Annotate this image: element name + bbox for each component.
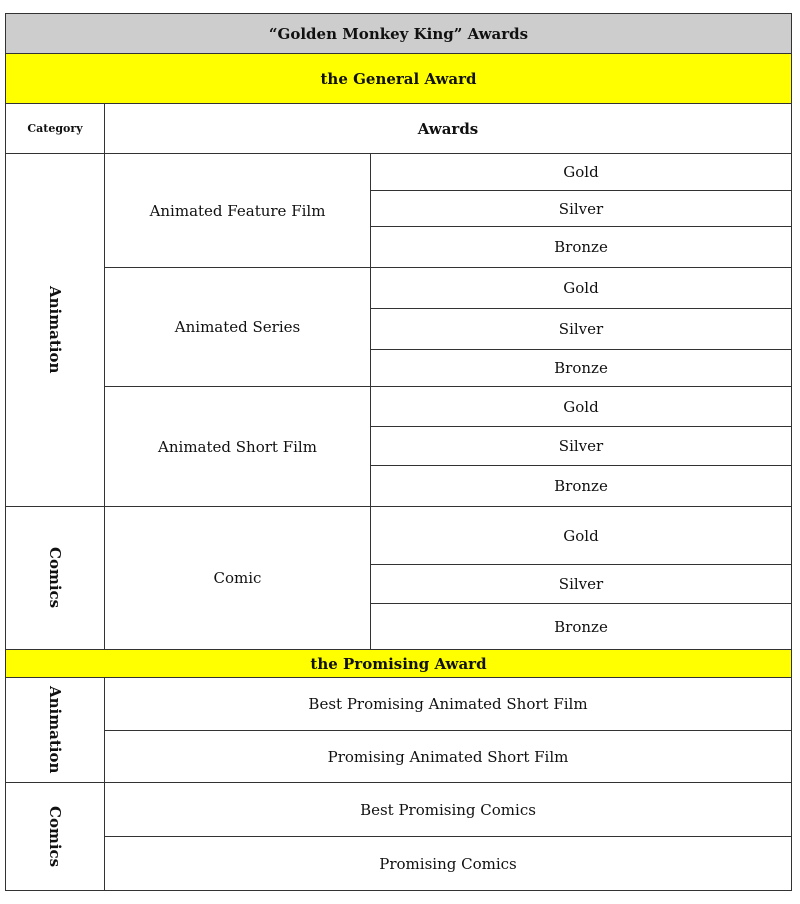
- table-title: “Golden Monkey King” Awards: [5, 13, 792, 54]
- award-name: Animated Feature Film: [104, 153, 371, 268]
- award-name: Comic: [104, 506, 371, 650]
- promising-category-comics: Comics: [5, 782, 105, 891]
- category-animation: Animation: [5, 153, 105, 507]
- award-level: Silver: [370, 564, 792, 604]
- promising-award: Promising Comics: [104, 836, 792, 891]
- promising-category-animation: Animation: [5, 677, 105, 783]
- award-level: Gold: [370, 386, 792, 427]
- award-level: Bronze: [370, 603, 792, 650]
- award-level: Bronze: [370, 349, 792, 387]
- category-label: Animation: [46, 286, 64, 374]
- promising-award-heading: the Promising Award: [5, 649, 792, 678]
- award-level: Bronze: [370, 465, 792, 507]
- promising-award: Best Promising Comics: [104, 782, 792, 837]
- award-level: Silver: [370, 190, 792, 227]
- award-level: Bronze: [370, 226, 792, 268]
- category-label: Comics: [46, 805, 64, 868]
- category-label: Comics: [46, 547, 64, 609]
- award-level: Gold: [370, 506, 792, 565]
- promising-award: Best Promising Animated Short Film: [104, 677, 792, 731]
- award-level: Silver: [370, 308, 792, 350]
- award-level: Silver: [370, 426, 792, 466]
- promising-award: Promising Animated Short Film: [104, 730, 792, 783]
- category-header: Category: [5, 103, 105, 154]
- award-name: Animated Series: [104, 267, 371, 387]
- award-level: Gold: [370, 267, 792, 309]
- category-label: Animation: [46, 686, 64, 774]
- category-comics: Comics: [5, 506, 105, 650]
- award-level: Gold: [370, 153, 792, 191]
- general-award-heading: the General Award: [5, 53, 792, 104]
- award-name: Animated Short Film: [104, 386, 371, 507]
- awards-header: Awards: [104, 103, 792, 154]
